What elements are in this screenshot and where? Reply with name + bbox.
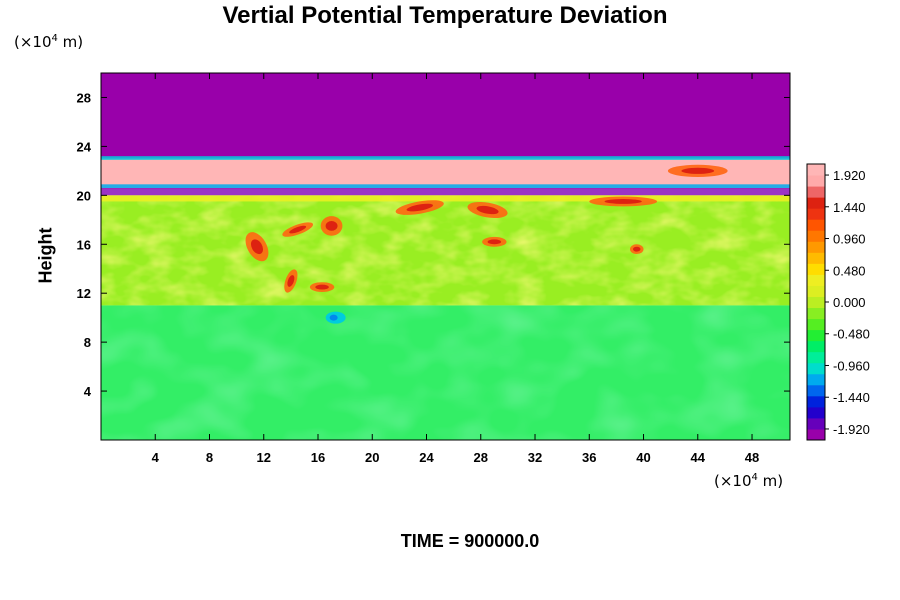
plot-frame [100,72,791,441]
warm-anomaly-core [633,246,641,252]
region-upper-layer [101,73,790,159]
colorbar-swatch [807,208,825,220]
cool-anomaly-core [329,314,338,321]
colorbar-swatch [807,175,825,187]
transition-strip [101,184,790,188]
warm-anomaly-core [325,221,338,231]
x-tick-label: 20 [365,450,379,465]
colorbar-swatch [807,362,825,375]
colorbar-label: 1.440 [833,200,866,215]
transition-strip [101,156,790,160]
colorbar-swatch [807,351,825,364]
colorbar-swatch [807,219,825,231]
y-tick-label: 24 [77,139,92,154]
colorbar-swatch [807,329,825,342]
x-tick-label: 16 [311,450,325,465]
colorbar-swatch [807,340,825,353]
warm-anomaly-core [250,239,263,255]
colorbar-swatch [807,296,825,309]
colorbar-swatch [807,406,825,419]
x-tick-label: 48 [745,450,759,465]
x-tick-label: 44 [691,450,706,465]
colorbar-swatch [807,373,825,386]
colorbar-swatch [807,197,825,209]
x-tick-label: 4 [152,450,160,465]
transition-strip [101,195,790,202]
colorbar-label: -0.480 [833,327,870,342]
chart-title: Vertial Potential Temperature Deviation [222,2,668,29]
colorbar-label: 0.480 [833,263,866,278]
y-tick-label: 12 [77,286,91,301]
colorbar-swatch [807,252,825,264]
colorbar-swatch [807,395,825,408]
colorbar-label: 0.960 [833,232,866,247]
colorbar-swatch [807,164,825,176]
warm-anomaly-core [604,199,642,204]
colorbar-swatch [807,241,825,253]
colorbar-swatch [807,186,825,198]
colorbar-swatch [807,274,825,286]
colorbar-swatch [807,285,825,297]
warm-anomaly-core [287,275,295,287]
warm-anomaly-core [487,239,502,245]
x-tick-label: 40 [636,450,650,465]
x-tick-label: 32 [528,450,542,465]
colorbar-label: -0.960 [833,358,870,373]
warm-anomaly-core [289,225,307,234]
colorbar-swatch [807,230,825,242]
x-tick-label: 24 [419,450,434,465]
y-tick-label: 4 [84,384,92,399]
time-label: TIME = 900000.0 [400,531,540,551]
colorbar-label: -1.920 [833,422,870,437]
colorbar-label: 0.000 [833,295,866,310]
mixed-layer-texture [101,195,790,306]
colorbar-swatch [807,263,825,275]
colorbar-swatch [807,384,825,397]
colorbar-swatch [807,428,825,441]
y-axis-unit: (×104 m) [14,33,84,51]
x-tick-label: 36 [582,450,596,465]
y-tick-label: 20 [77,188,91,203]
x-tick-label: 12 [257,450,271,465]
x-tick-label: 28 [474,450,488,465]
transition-strip [101,187,790,196]
warm-anomaly-core [406,203,433,212]
lower-layer-texture [101,305,790,440]
warm-anomaly-core [315,284,329,290]
colorbar-swatch [807,307,825,320]
colorbar-label: -1.440 [833,390,870,405]
y-tick-label: 28 [77,90,91,105]
colorbar-label: 1.920 [833,168,866,183]
y-tick-label: 8 [84,335,91,350]
x-tick-label: 8 [206,450,213,465]
x-axis-unit: (×104 m) [714,472,784,490]
warm-anomaly-core [476,205,499,215]
warm-anomaly-core [681,167,715,174]
y-tick-label: 16 [77,237,91,252]
colorbar-swatch [807,318,825,331]
colorbar-swatch [807,417,825,430]
